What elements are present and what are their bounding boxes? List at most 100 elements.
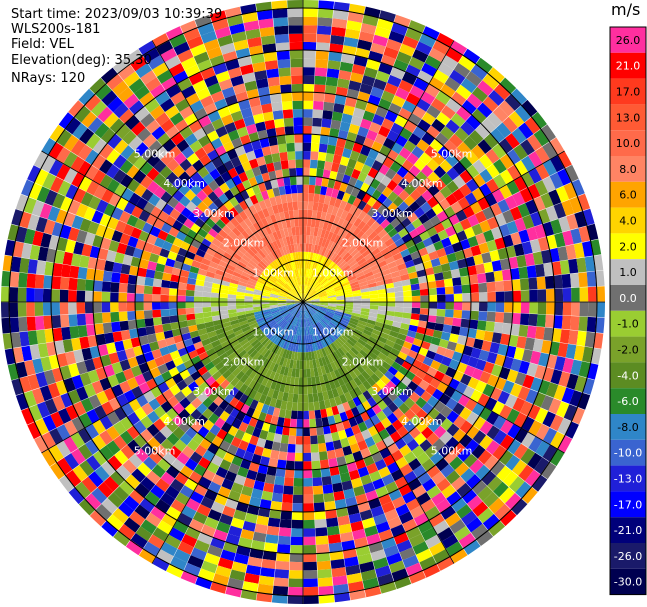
ray-gate <box>336 337 345 346</box>
ray-gate <box>169 527 185 542</box>
ray-gate <box>308 184 316 194</box>
ray-gate <box>577 193 591 211</box>
ray-gate <box>341 113 353 124</box>
ray-gate <box>582 208 595 226</box>
ray-gate <box>390 247 401 257</box>
ray-gate <box>345 243 354 253</box>
ray-gate <box>277 373 284 383</box>
ray-gate <box>445 436 459 451</box>
ray-gate <box>467 214 480 227</box>
ray-gate <box>354 179 364 190</box>
ray-gate <box>294 317 298 326</box>
ray-gate <box>398 328 409 336</box>
ray-gate <box>323 346 330 356</box>
ray-gate <box>317 228 323 238</box>
ray-gate <box>425 384 437 396</box>
ray-gate <box>314 185 322 195</box>
ray-gate <box>470 347 482 359</box>
ray-gate <box>376 317 386 324</box>
ray-gate <box>392 275 402 283</box>
ray-gate <box>595 270 605 287</box>
ray-gate <box>412 541 429 555</box>
ray-gate <box>293 486 303 495</box>
ray-gate <box>532 196 546 212</box>
ray-gate <box>499 154 514 170</box>
ray-gate <box>331 26 346 37</box>
ray-gate <box>311 134 321 144</box>
ray-gate <box>273 577 289 587</box>
ray-gate <box>364 326 374 333</box>
ray-gate <box>577 392 591 410</box>
ray-gate <box>256 515 269 526</box>
ray-gate <box>468 319 479 330</box>
ray-gate <box>378 125 391 138</box>
ray-gate <box>361 429 372 440</box>
ray-gate <box>385 287 395 294</box>
ray-gate <box>352 292 362 297</box>
ray-gate <box>198 456 211 470</box>
ray-gate <box>357 210 367 221</box>
ray-gate <box>381 208 392 219</box>
ray-gate <box>258 507 271 518</box>
ray-gate <box>469 130 484 145</box>
ray-gate <box>319 451 328 461</box>
ray-gate <box>325 441 335 452</box>
ray-gate <box>303 570 318 579</box>
ray-gate <box>403 307 412 314</box>
ray-gate <box>345 351 354 361</box>
ray-gate <box>481 118 496 134</box>
ray-gate <box>363 174 375 186</box>
ray-gate <box>390 67 405 80</box>
ray-gate <box>500 333 511 346</box>
ray-gate <box>303 8 318 18</box>
ray-gate <box>332 439 343 450</box>
ray-gate <box>288 586 303 596</box>
ray-gate <box>200 496 215 509</box>
ray-gate <box>417 275 428 284</box>
ray-gate <box>542 142 557 159</box>
ray-gate <box>357 320 367 326</box>
ray-gate <box>462 48 481 65</box>
ray-gate <box>339 121 351 132</box>
ray-gate <box>362 577 379 590</box>
ray-gate <box>540 192 554 209</box>
ray-gate <box>350 236 359 246</box>
ray-gate <box>283 366 289 376</box>
ray-gate <box>551 261 562 276</box>
ray-gate <box>507 164 521 180</box>
ray-gate <box>313 314 320 322</box>
ray-gate <box>300 343 303 353</box>
ray-gate <box>356 242 366 252</box>
ray-gate <box>328 457 338 468</box>
ray-gate <box>337 367 345 377</box>
ray-gate <box>319 298 328 301</box>
ray-gate <box>424 55 441 70</box>
ray-gate <box>308 351 313 361</box>
colorbar-tick-label: -2.0 <box>617 344 638 357</box>
ray-gate <box>344 427 355 438</box>
ray-gate <box>342 286 352 292</box>
ray-gate <box>291 528 303 537</box>
ray-gate <box>415 171 428 184</box>
ray-gate <box>440 405 453 418</box>
ray-gate <box>415 369 427 380</box>
ray-gate <box>393 281 403 288</box>
ray-gate <box>595 317 605 334</box>
ray-gate <box>336 456 347 467</box>
ray-gate <box>307 277 311 286</box>
ray-gate <box>344 166 354 177</box>
ray-gate <box>422 260 433 270</box>
ray-gate <box>338 523 352 534</box>
ray-gate <box>243 386 253 397</box>
ray-gate <box>550 155 565 173</box>
ray-gate <box>352 331 362 339</box>
ray-gate <box>407 380 419 392</box>
ray-gate <box>398 268 409 276</box>
ray-gate <box>249 496 262 508</box>
ray-gate <box>351 424 361 436</box>
ray-gate <box>344 96 357 108</box>
ray-gate <box>534 365 547 380</box>
ray-gate <box>545 205 559 222</box>
ray-gate <box>441 105 456 120</box>
ray-gate <box>310 261 314 270</box>
